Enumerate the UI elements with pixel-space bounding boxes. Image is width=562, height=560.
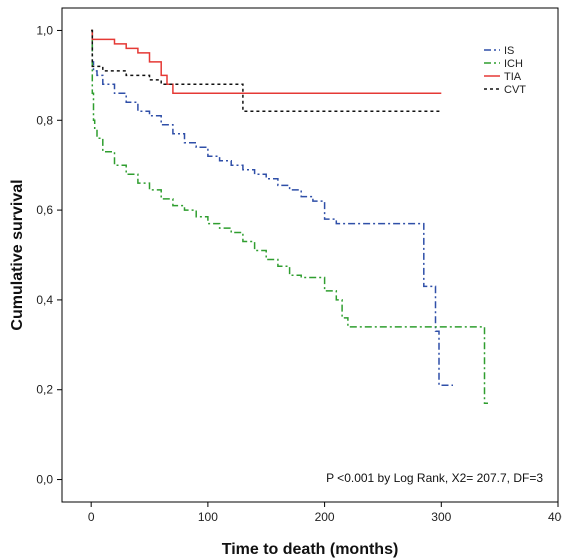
x-tick-label: 0 [88,510,95,524]
x-tick-label: 400 [548,510,562,524]
x-tick-label: 200 [315,510,335,524]
y-tick-label: 0,0 [36,473,53,487]
plot-frame [61,7,559,503]
legend-label-is: IS [504,45,514,57]
x-axis-title: Time to death (months) [222,541,399,558]
y-tick-label: 0,4 [36,293,53,307]
legend-label-tia: TIA [504,71,522,83]
series-line-tia [91,29,442,95]
x-tick-label: 100 [198,510,218,524]
log-rank-annotation: P <0.001 by Log Rank, X2= 207.7, DF=3 [326,471,543,485]
series-line-cvt [91,29,442,113]
y-axis: 0,0 0,2 0,4 0,6 0,8 1,0 [36,23,62,487]
series-layer [91,29,488,404]
series-line-is [91,29,453,386]
x-axis: 0 100 200 300 400 [88,502,562,524]
x-tick-label: 300 [431,510,451,524]
legend-label-ich: ICH [504,58,523,70]
y-tick-label: 0,2 [36,383,53,397]
y-axis-title: Cumulative survival [9,179,26,330]
legend-label-cvt: CVT [504,84,526,96]
y-tick-label: 0,8 [36,113,53,127]
y-tick-label: 0,6 [36,203,53,217]
series-line-ich [91,29,488,404]
y-tick-label: 1,0 [36,23,53,37]
